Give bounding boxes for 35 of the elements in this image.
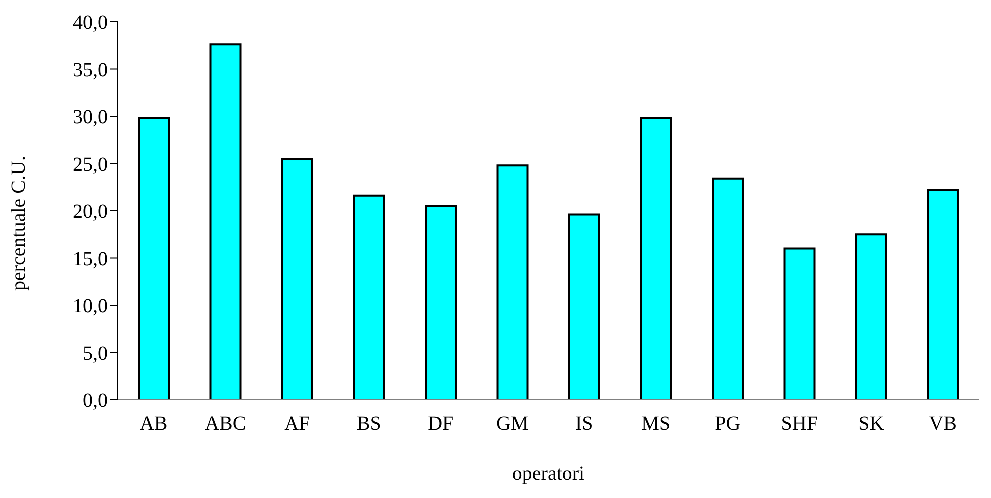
bar [210,44,242,400]
bar [712,178,744,400]
x-tick-label: GM [496,413,529,436]
y-tick-label: 35,0 [73,59,108,82]
bar [784,248,816,400]
x-tick-label: VB [929,413,958,436]
y-tick-label: 25,0 [73,154,108,176]
x-tick-label: BS [356,413,382,436]
y-tick-label: 40,0 [73,12,108,34]
x-tick-label: SK [858,413,885,436]
x-tick-label: DF [428,413,454,436]
bar [640,117,672,400]
bar [282,158,314,400]
x-tick-label: PG [715,413,741,436]
x-tick-label: ABC [205,413,246,436]
y-tick-label: 5,0 [83,342,108,365]
bar [568,214,600,400]
y-axis-title: percentuale C.U. [8,156,30,291]
y-tick-label: 30,0 [73,106,108,129]
x-tick-label: AF [284,413,310,436]
y-tick-label: 0,0 [83,390,108,412]
x-tick-label: SHF [781,413,818,436]
bar [927,189,960,400]
bar [856,234,888,400]
x-tick-label: AB [140,413,168,436]
x-tick-label: MS [642,413,671,436]
x-axis-title: operatori [512,463,586,485]
bar [496,164,529,400]
x-tick-label: IS [575,413,594,436]
y-tick-label: 20,0 [73,201,108,224]
bar [425,205,457,400]
y-tick-label: 10,0 [73,296,108,318]
bar [353,194,386,400]
bar [138,117,170,400]
y-tick-label: 15,0 [73,248,108,270]
